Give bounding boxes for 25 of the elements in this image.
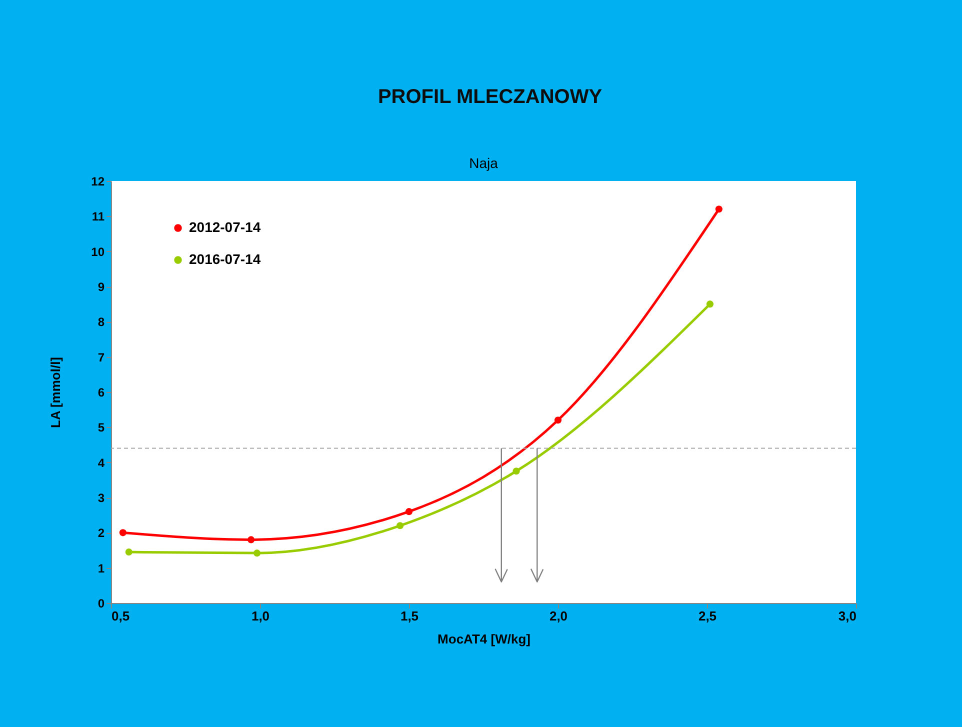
x-tick-label: 1,5 bbox=[400, 608, 419, 624]
x-tick-label: 3,0 bbox=[838, 608, 856, 624]
y-tick-label: 2 bbox=[98, 526, 105, 540]
chart-title: PROFIL MLECZANOWY bbox=[376, 86, 604, 109]
legend-label: 2016-07-14 bbox=[189, 251, 261, 267]
y-tick-label: 9 bbox=[98, 280, 105, 294]
y-tick-label: 7 bbox=[98, 350, 105, 364]
legend-label: 2012-07-14 bbox=[189, 219, 261, 235]
x-tick-label: 1,0 bbox=[251, 608, 270, 624]
y-tick-label: 11 bbox=[92, 210, 105, 224]
y-tick-label: 3 bbox=[98, 491, 105, 505]
chart-subtitle: Naja bbox=[469, 155, 498, 171]
y-tick-label: 4 bbox=[98, 456, 105, 470]
y-tick-label: 10 bbox=[91, 244, 105, 259]
y-tick-label: 0 bbox=[98, 596, 105, 610]
y-tick-label: 1 bbox=[98, 561, 105, 576]
x-tick-label: 2,0 bbox=[549, 608, 568, 624]
y-tick-label: 5 bbox=[98, 420, 105, 435]
x-tick-label: 2,5 bbox=[698, 608, 717, 624]
y-tick-label: 12 bbox=[91, 174, 105, 188]
y-tick-label: 6 bbox=[98, 386, 105, 400]
y-tick-label: 8 bbox=[98, 315, 105, 330]
x-axis-title: MocAT4 [W/kg] bbox=[438, 632, 530, 646]
y-axis-title: LA [mmol/l] bbox=[48, 356, 64, 428]
x-tick-label: 0,5 bbox=[112, 608, 130, 624]
